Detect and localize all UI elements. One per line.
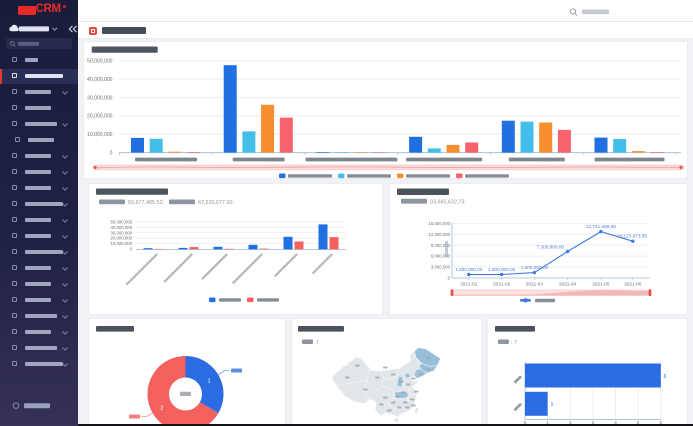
svg-text:1,000,000.00: 1,000,000.00 xyxy=(455,267,483,272)
svg-text:2021-03: 2021-03 xyxy=(526,282,544,287)
svg-text:4: 4 xyxy=(614,420,617,425)
svg-text:1,500,000.00: 1,500,000.00 xyxy=(521,265,549,270)
svg-text:2021-02: 2021-02 xyxy=(493,282,511,287)
svg-text:0: 0 xyxy=(130,247,133,252)
svg-text:30,000,000: 30,000,000 xyxy=(110,230,132,235)
svg-text:5: 5 xyxy=(637,420,640,425)
svg-text:20,000,000: 20,000,000 xyxy=(110,236,132,241)
svg-text:12,741,658.88: 12,741,658.88 xyxy=(586,224,616,229)
svg-text:47,220,677.00;: 47,220,677.00; xyxy=(198,200,234,206)
svg-text:15,000,000: 15,000,000 xyxy=(428,221,450,226)
svg-text:: 7: : 7 xyxy=(511,340,517,346)
svg-text:0: 0 xyxy=(110,150,113,156)
svg-text:12,000,000: 12,000,000 xyxy=(428,232,450,237)
svg-text:7: 7 xyxy=(316,340,319,346)
svg-text:6: 6 xyxy=(660,420,663,425)
svg-text:7,300,800.00: 7,300,800.00 xyxy=(537,245,565,250)
svg-text:2021-04: 2021-04 xyxy=(559,282,577,287)
svg-text:2021-05: 2021-05 xyxy=(592,282,610,287)
svg-text:2021-06: 2021-06 xyxy=(624,282,642,287)
svg-text:10,123,973.85: 10,123,973.85 xyxy=(617,233,647,238)
svg-text:83,677,485.52;: 83,677,485.52; xyxy=(128,200,164,206)
svg-text:1: 1 xyxy=(551,402,554,408)
svg-text:10,000,000: 10,000,000 xyxy=(87,132,113,138)
svg-text:1: 1 xyxy=(546,420,549,425)
svg-text:50,000,000: 50,000,000 xyxy=(110,220,132,225)
svg-text:0: 0 xyxy=(448,276,451,281)
svg-text:33,665,632.73: 33,665,632.73 xyxy=(430,199,464,205)
svg-text:3,000,000: 3,000,000 xyxy=(431,265,451,270)
svg-text:10,000,000: 10,000,000 xyxy=(110,241,132,246)
svg-text:6: 6 xyxy=(664,374,667,380)
svg-text:50,000,000: 50,000,000 xyxy=(87,59,113,65)
svg-text:2: 2 xyxy=(160,406,163,412)
svg-text:2021-01: 2021-01 xyxy=(460,282,478,287)
svg-text:6,000,000: 6,000,000 xyxy=(431,254,451,259)
svg-text:9,000,000: 9,000,000 xyxy=(431,243,451,248)
svg-text:...: ... xyxy=(611,11,616,17)
svg-text:30,000,000: 30,000,000 xyxy=(87,95,113,101)
svg-text:1,000,000.00: 1,000,000.00 xyxy=(488,267,516,272)
svg-text:2: 2 xyxy=(569,420,572,425)
svg-text:3: 3 xyxy=(592,420,595,425)
svg-text:40,000,000: 40,000,000 xyxy=(87,77,113,83)
svg-text:20,000,000: 20,000,000 xyxy=(87,114,113,120)
svg-text:1: 1 xyxy=(208,378,211,384)
svg-text:0: 0 xyxy=(524,420,527,425)
svg-text:40,000,000: 40,000,000 xyxy=(110,225,132,230)
